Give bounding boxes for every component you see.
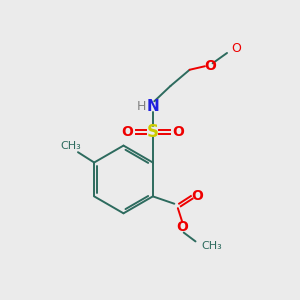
- Text: N: N: [146, 99, 159, 114]
- Text: S: S: [147, 123, 159, 141]
- Text: O: O: [122, 124, 134, 139]
- Text: O: O: [231, 42, 241, 55]
- Text: O: O: [172, 124, 184, 139]
- Text: O: O: [204, 59, 216, 73]
- Text: O: O: [176, 220, 188, 234]
- Text: CH₃: CH₃: [60, 141, 81, 151]
- Text: O: O: [191, 189, 203, 203]
- Text: H: H: [137, 100, 146, 113]
- Text: CH₃: CH₃: [201, 241, 222, 251]
